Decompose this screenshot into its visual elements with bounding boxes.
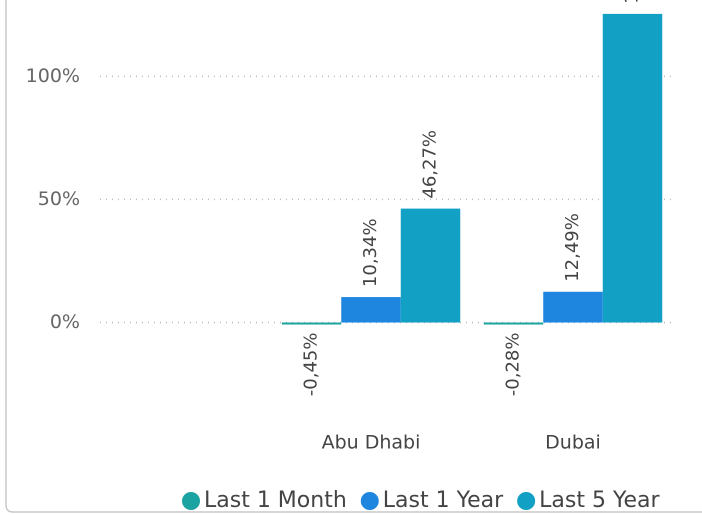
- data-label: -0,28%: [503, 333, 524, 397]
- data-label: 12,49%: [562, 213, 583, 282]
- legend-marker: [360, 492, 379, 510]
- legend-label: Last 5 Year: [539, 488, 660, 513]
- bar: [281, 322, 342, 325]
- legend-label: Last 1 Month: [204, 488, 347, 513]
- frame: [5, 0, 702, 513]
- legend-label: Last 1 Year: [383, 488, 504, 513]
- bar: [602, 13, 663, 323]
- data-label: 10,34%: [360, 218, 381, 287]
- data-label: -0,45%: [301, 333, 322, 397]
- data-label: 46,27%: [420, 130, 441, 199]
- bar: [543, 291, 603, 323]
- x-tick-label: Dubai: [545, 432, 601, 454]
- bar: [341, 297, 401, 323]
- y-tick-label: 0%: [50, 311, 80, 333]
- data-label: 125,36%: [622, 0, 643, 4]
- y-tick-label: 100%: [26, 65, 80, 87]
- legend-marker: [517, 492, 536, 510]
- legend-marker: [182, 492, 200, 510]
- y-tick-label: 50%: [38, 188, 80, 210]
- bar: [400, 208, 461, 323]
- x-tick-label: Abu Dhabi: [322, 432, 421, 454]
- bar: [483, 322, 544, 325]
